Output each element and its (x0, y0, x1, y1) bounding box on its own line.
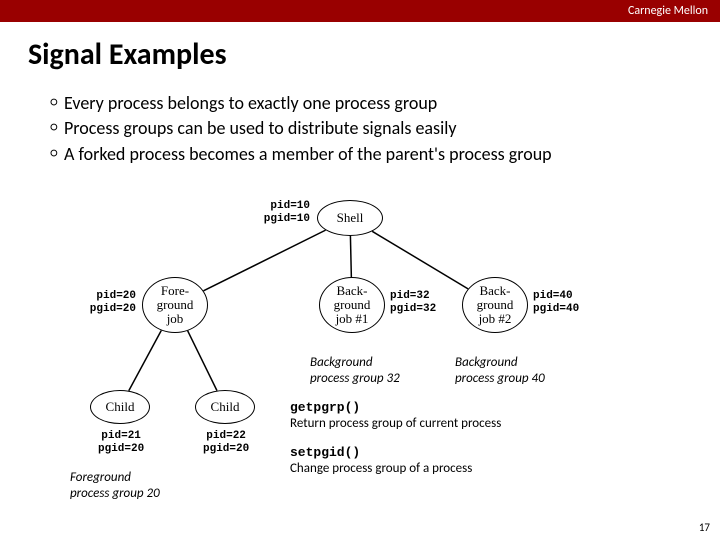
process-diagram: Shell pid=10 pgid=10 Fore- ground job pi… (0, 200, 720, 530)
label-bg1-pid: pid=32 pgid=32 (390, 290, 436, 316)
node-line: Fore- (161, 284, 189, 298)
label-bg2-pid: pid=40 pgid=40 (533, 290, 579, 316)
bullet-text: A forked process becomes a member of the… (64, 143, 692, 166)
caption-bg1-group: Background process group 32 (310, 355, 400, 386)
caption-fg-group: Foreground process group 20 (70, 470, 160, 501)
node-line: job #2 (479, 312, 512, 326)
node-shell: Shell (317, 200, 383, 236)
bullet-text: Process groups can be used to distribute… (64, 117, 692, 140)
node-label: Shell (337, 211, 364, 225)
bullet-list: ○ Every process belongs to exactly one p… (44, 92, 692, 168)
bullet-marker: ○ (44, 117, 64, 140)
label-fg-pid: pid=20 pgid=20 (84, 290, 136, 316)
header-text: Carnegie Mellon (628, 4, 708, 18)
node-label: Child (211, 400, 240, 414)
func-desc: Return process group of current process (290, 416, 501, 431)
node-line: Back- (479, 284, 510, 298)
node-bg-job-2: Back- ground job #2 (462, 277, 528, 333)
func-getpgrp: getpgrp() Return process group of curren… (290, 400, 501, 431)
header-bar: Carnegie Mellon (0, 0, 720, 22)
node-line: ground (334, 298, 371, 312)
bullet-marker: ○ (44, 143, 64, 166)
label-child1-pid: pid=21 pgid=20 (98, 430, 144, 456)
bullet-marker: ○ (44, 92, 64, 115)
slide-title: Signal Examples (28, 36, 227, 73)
func-setpgid: setpgid() Change process group of a proc… (290, 445, 472, 476)
bullet-item: ○ Every process belongs to exactly one p… (44, 92, 692, 115)
bullet-item: ○ A forked process becomes a member of t… (44, 143, 692, 166)
node-line: job (167, 312, 184, 326)
func-desc: Change process group of a process (290, 461, 472, 476)
bullet-item: ○ Process groups can be used to distribu… (44, 117, 692, 140)
node-line: Back- (336, 284, 367, 298)
node-foreground-job: Fore- ground job (142, 277, 208, 333)
func-name: setpgid() (290, 445, 360, 460)
node-child-1: Child (90, 390, 150, 424)
func-name: getpgrp() (290, 400, 360, 415)
node-line: job #1 (336, 312, 369, 326)
label-shell-pid: pid=10 pgid=10 (258, 200, 310, 226)
node-bg-job-1: Back- ground job #1 (319, 277, 385, 333)
label-child2-pid: pid=22 pgid=20 (203, 430, 249, 456)
node-line: ground (477, 298, 514, 312)
node-label: Child (106, 400, 135, 414)
caption-bg2-group: Background process group 40 (455, 355, 545, 386)
node-child-2: Child (195, 390, 255, 424)
node-line: ground (157, 298, 194, 312)
page-number: 17 (699, 521, 710, 534)
bullet-text: Every process belongs to exactly one pro… (64, 92, 692, 115)
